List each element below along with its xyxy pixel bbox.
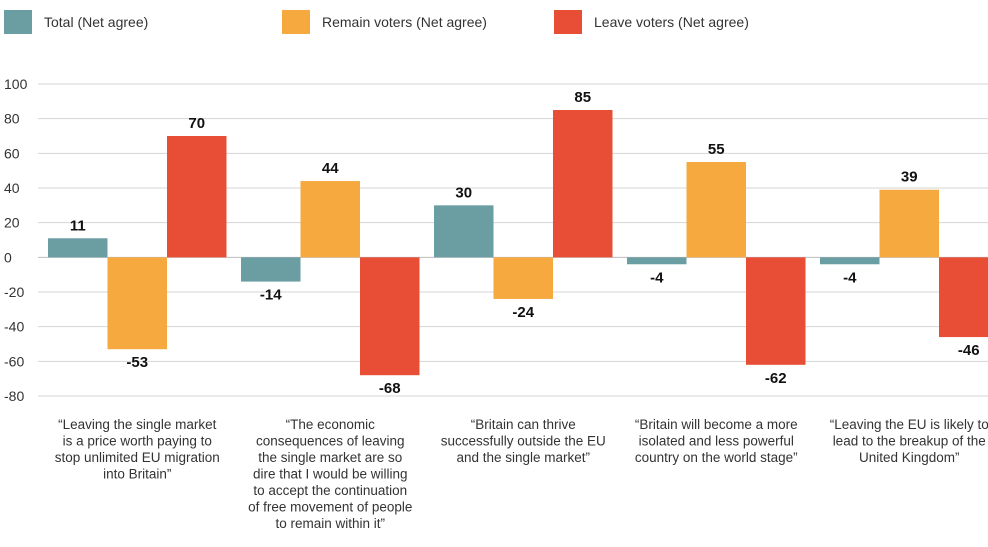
category-label-line: isolated and less powerful	[639, 434, 794, 449]
category-label-line: “Britain will become a more	[635, 417, 798, 432]
data-label: -4	[843, 269, 857, 286]
category-label: “The economic consequences of leaving the …	[248, 417, 412, 531]
category-label-line: United Kingdom”	[859, 450, 960, 465]
category-label-line: to remain within it”	[275, 516, 385, 531]
bar	[300, 181, 360, 258]
category-label-line: to accept the continuation	[253, 483, 407, 498]
bar	[241, 257, 301, 282]
bar	[107, 257, 167, 350]
category-label-line: “The economic	[286, 417, 376, 432]
data-label: 85	[574, 89, 591, 106]
bars	[48, 110, 988, 376]
data-label: -14	[260, 287, 282, 304]
data-labels: 11 -53 70 -14 44 -68 30 -24 85 -4 55 -62 -4 39 -46	[70, 89, 980, 397]
data-label: 11	[70, 217, 86, 234]
category-label-line: dire that I would be willing	[253, 467, 408, 482]
bar	[167, 136, 227, 258]
legend-swatch-leave	[554, 10, 582, 34]
y-tick-label: -60	[4, 353, 24, 369]
category-label-line: is a price worth paying to	[63, 434, 212, 449]
category-label: “Leaving the single market is a price wor…	[55, 417, 220, 482]
bar	[746, 257, 806, 365]
y-tick-label: -80	[4, 388, 24, 404]
category-label-line: “Leaving the EU is likely to	[830, 417, 988, 432]
category-label: “Britain will become a more isolated and …	[635, 417, 798, 465]
legend-label-leave: Leave voters (Net agree)	[594, 14, 749, 30]
y-tick-label: 0	[4, 249, 12, 265]
bar	[939, 257, 988, 338]
chart-legend: Total (Net agree) Remain voters (Net agr…	[0, 0, 988, 48]
data-label: -53	[126, 354, 148, 371]
category-label-line: lead to the breakup of the	[833, 434, 986, 449]
data-label: -62	[765, 370, 787, 387]
data-label: 70	[188, 115, 205, 132]
category-label-line: “Leaving the single market	[58, 417, 217, 432]
y-tick-label: 100	[4, 76, 28, 92]
data-label: -68	[379, 380, 401, 397]
y-tick-label: 20	[4, 215, 20, 231]
category-label: “Leaving the EU is likely to lead to the …	[830, 417, 988, 465]
category-label-line: stop unlimited EU migration	[55, 450, 220, 465]
legend-item-leave: Leave voters (Net agree)	[554, 10, 749, 34]
category-label-line: “Britain can thrive	[471, 417, 576, 432]
y-tick-label: -20	[4, 284, 24, 300]
y-tick-label: -40	[4, 319, 24, 335]
bar	[434, 205, 494, 258]
data-label: 30	[455, 184, 472, 201]
bar	[879, 189, 939, 258]
category-label: “Britain can thrive successfully outside …	[441, 417, 606, 465]
bar	[360, 257, 420, 376]
y-tick-label: 40	[4, 180, 20, 196]
legend-label-remain: Remain voters (Net agree)	[322, 14, 487, 30]
bar	[820, 257, 880, 265]
data-label: -24	[512, 304, 534, 321]
bar	[493, 257, 553, 299]
category-label-line: into Britain”	[103, 467, 171, 482]
y-tick-label: 60	[4, 145, 20, 161]
category-label-line: the single market are so	[258, 450, 402, 465]
legend-label-total: Total (Net agree)	[44, 14, 149, 30]
bar	[627, 257, 687, 265]
category-label-line: and the single market”	[456, 450, 590, 465]
bar	[686, 162, 746, 258]
category-label-line: consequences of leaving	[256, 434, 405, 449]
legend-swatch-remain	[282, 10, 310, 34]
data-label: -46	[958, 342, 980, 359]
y-tick-label: 80	[4, 111, 20, 127]
data-label: 44	[322, 160, 339, 177]
legend-swatch-total	[4, 10, 32, 34]
legend-item-total: Total (Net agree)	[4, 10, 148, 34]
y-axis: 100 80 60 40 20 0 -20 -40 -60 -80	[4, 76, 28, 404]
category-label-line: country on the world stage”	[635, 450, 798, 465]
data-label: 39	[901, 169, 918, 186]
bar	[48, 238, 108, 258]
category-labels: “Leaving the single market is a price wor…	[55, 417, 988, 531]
data-label: -4	[650, 269, 664, 286]
data-label: 55	[708, 141, 725, 158]
legend-item-remain: Remain voters (Net agree)	[282, 10, 487, 34]
bar	[553, 110, 613, 258]
category-label-line: successfully outside the EU	[441, 434, 606, 449]
category-label-line: of free movement of people	[248, 500, 412, 515]
